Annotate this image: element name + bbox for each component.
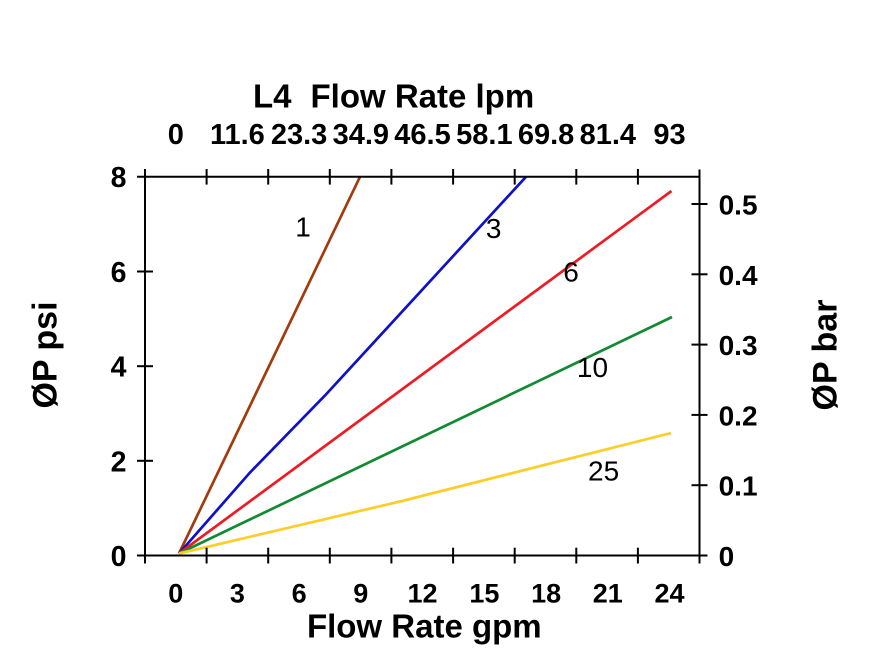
svg-text:0: 0 [168,119,184,151]
svg-text:L4: L4 [253,77,292,114]
svg-text:8: 8 [111,162,127,194]
svg-text:24: 24 [654,578,684,608]
svg-text:3: 3 [230,578,245,608]
svg-text:0: 0 [719,541,735,572]
svg-text:6: 6 [111,257,127,289]
svg-text:25: 25 [588,455,619,486]
svg-text:0.4: 0.4 [719,260,758,291]
svg-text:0.3: 0.3 [719,330,758,361]
svg-text:10: 10 [577,352,608,383]
svg-text:46.5: 46.5 [394,119,450,151]
svg-text:6: 6 [292,578,307,608]
svg-text:69.8: 69.8 [518,119,574,151]
svg-text:2: 2 [111,446,127,478]
svg-text:0.5: 0.5 [719,190,758,221]
svg-text:12: 12 [407,578,437,608]
svg-text:ØP psi: ØP psi [27,301,65,408]
svg-text:1: 1 [295,212,311,243]
svg-text:Flow Rate gpm: Flow Rate gpm [307,608,542,645]
svg-text:3: 3 [486,213,502,244]
svg-text:6: 6 [563,257,579,288]
svg-text:0: 0 [168,578,183,608]
svg-text:Flow Rate lpm: Flow Rate lpm [311,77,535,114]
svg-text:58.1: 58.1 [456,119,512,151]
svg-text:93: 93 [653,119,685,151]
svg-text:0.2: 0.2 [719,400,758,431]
svg-text:34.9: 34.9 [333,119,389,151]
svg-text:21: 21 [593,578,623,608]
svg-text:4: 4 [111,352,127,384]
svg-text:0.1: 0.1 [719,471,758,502]
svg-text:18: 18 [531,578,561,608]
svg-text:11.6: 11.6 [210,119,265,151]
svg-text:ØP bar: ØP bar [807,300,845,411]
svg-text:15: 15 [469,578,499,608]
svg-text:0: 0 [111,541,127,573]
svg-text:9: 9 [353,578,368,608]
svg-text:81.4: 81.4 [580,119,636,151]
svg-text:23.3: 23.3 [271,119,327,151]
